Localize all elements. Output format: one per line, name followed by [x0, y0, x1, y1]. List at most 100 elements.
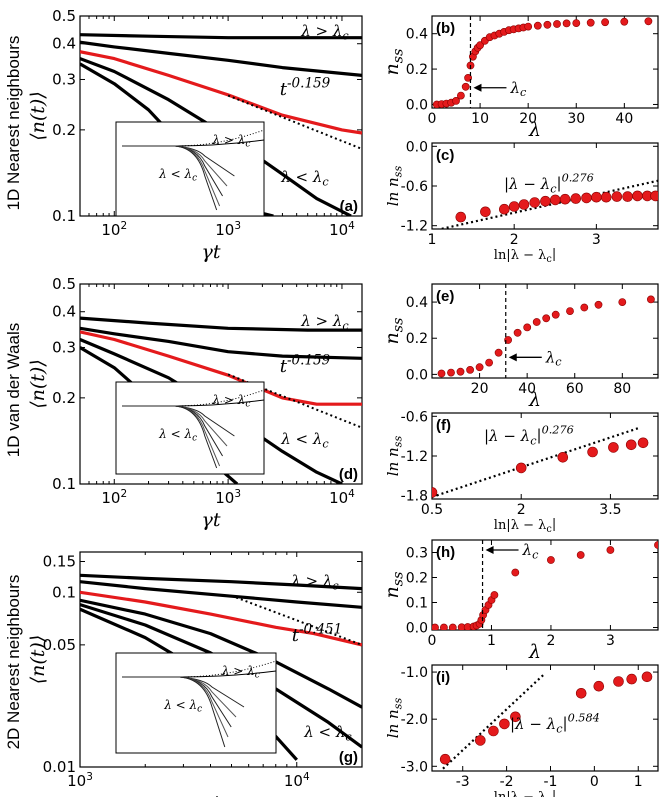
annotation-3: λ < λc​: [280, 430, 329, 450]
inset-label-above: λ > λc​: [221, 664, 260, 681]
y-tick-label: 0.05: [43, 636, 76, 654]
series-line-1: [80, 316, 362, 332]
inset-curve-7: [122, 676, 226, 748]
data-point: [490, 591, 499, 599]
series-line-2: [80, 326, 362, 360]
inset: λ > λc​ λ < λc​: [115, 381, 265, 475]
x-tick-label: 2: [510, 232, 519, 248]
y-axis-label-group: ln nss​: [384, 436, 404, 477]
x-tick-label: 3: [592, 232, 601, 248]
data-point: [576, 551, 585, 559]
data-point: [508, 201, 520, 212]
x-axis-label: ln|λ − λc​|: [494, 517, 556, 535]
data-point: [524, 22, 533, 31]
inset-curve-1: [122, 660, 277, 678]
data-point: [620, 17, 629, 26]
data-point: [644, 17, 653, 26]
y-axis-label: ⟨n(t)⟩: [27, 359, 49, 409]
x-tick-label: 104: [329, 220, 355, 239]
data-point: [498, 203, 510, 215]
x-tick-label: 1: [428, 232, 437, 248]
data-point: [587, 446, 598, 458]
plot-area: [432, 17, 653, 108]
y-tick-label: 0.15: [43, 552, 76, 570]
critical-arrow-head: [473, 83, 482, 92]
annotation-1: λ > λc​: [290, 572, 339, 592]
data-point: [447, 368, 455, 377]
x-tick-label: 102: [101, 220, 127, 239]
data-point: [549, 194, 561, 206]
x-tick-label: 102: [101, 488, 127, 507]
y-tick-label: 0.3: [52, 70, 76, 88]
series-line-2: [80, 40, 362, 77]
plot-frame: [431, 539, 659, 631]
plot-area: [435, 179, 658, 229]
data-point: [625, 439, 637, 451]
y-tick-label: 0.2: [406, 62, 428, 78]
y-axis-label-group: ln nss​: [384, 166, 404, 207]
inset-curve-7: [122, 405, 218, 469]
data-point: [432, 623, 439, 630]
data-point: [586, 18, 595, 27]
data-point: [523, 323, 532, 332]
data-point: [562, 19, 571, 28]
data-point: [474, 735, 486, 746]
y-tick-label: 0.1: [52, 475, 76, 493]
y-tick-label: 0.0: [406, 367, 428, 383]
x-tick-label: 2: [546, 633, 555, 649]
data-point: [575, 687, 587, 699]
y-tick-label: 0.0: [406, 139, 428, 155]
x-tick-label: 1: [634, 774, 643, 790]
data-point: [606, 546, 615, 554]
critical-label: λc​: [545, 348, 563, 368]
data-point: [618, 298, 627, 306]
data-point: [476, 41, 484, 50]
x-tick-label: 2: [517, 502, 526, 518]
annotation-3: λ < λc​: [280, 168, 329, 188]
x-tick-label: 103: [67, 771, 93, 790]
inset-curve-7: [122, 145, 218, 211]
row-label-2d-nearest: 2D Nearest neighbours: [4, 575, 23, 750]
y-axis-label: ln nss​: [384, 436, 404, 477]
x-tick-label: 1: [487, 633, 496, 649]
inset-label-above: λ > λc​: [211, 133, 250, 150]
x-axis-label: λ: [528, 389, 541, 411]
x-axis-label: λ: [528, 641, 541, 663]
data-point: [543, 20, 552, 29]
plot-area: [439, 671, 653, 770]
data-point: [647, 295, 655, 304]
data-point: [439, 753, 451, 765]
fit-label: |λ − λc​|0.584​: [510, 712, 600, 736]
data-point: [557, 451, 569, 463]
critical-arrow-head: [485, 546, 494, 554]
y-tick-label: -0.6: [401, 179, 428, 195]
y-tick-label: -1.2: [401, 219, 428, 235]
y-tick-label: -1.0: [401, 665, 428, 681]
data-point: [650, 190, 658, 202]
data-point: [559, 193, 571, 205]
y-tick-label: 0.4: [52, 303, 76, 321]
series-line-1: [80, 573, 362, 591]
x-axis-label: ln|λ − λc​|: [494, 247, 556, 265]
inset: λ > λc​ λ < λc​: [115, 121, 265, 217]
data-point: [601, 18, 609, 27]
x-tick-label: 40: [615, 111, 633, 127]
data-point: [437, 369, 446, 378]
critical-arrow-head: [508, 353, 517, 362]
x-axis-label: ln|λ − λc​|: [494, 789, 556, 797]
x-tick-label: 103: [215, 488, 241, 507]
x-tick-label: 3: [606, 633, 615, 649]
data-point: [611, 191, 623, 202]
data-point: [518, 199, 530, 210]
fit-line: [432, 426, 641, 499]
y-tick-label: 0.1: [406, 596, 428, 612]
data-point: [622, 191, 633, 202]
fit-line: [231, 594, 362, 646]
panel-label: (e): [436, 288, 454, 305]
inset: λ > λc​ λ < λc​: [115, 652, 277, 754]
plot-area: [437, 295, 655, 378]
panel-h: 0 1 2 3 0.0 0.1 0.2 0.3 λ nss​ (h) λc​: [381, 539, 659, 663]
panel-d: 102 103 104 0.1 0.2 0.3 0.4 0.5 γt ⟨n(t)⟩ (d) λ > λ…: [27, 275, 363, 531]
data-point: [513, 328, 522, 337]
